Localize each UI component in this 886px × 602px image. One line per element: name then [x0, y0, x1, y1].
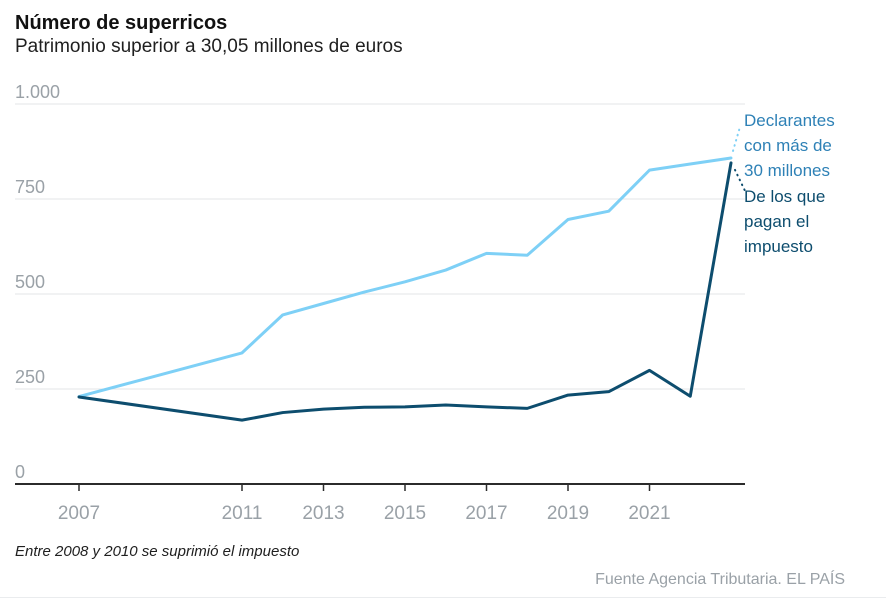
chart-source: Fuente Agencia Tributaria. EL PAÍS	[595, 571, 845, 588]
chart-footnote: Entre 2008 y 2010 se suprimió el impuest…	[15, 543, 300, 560]
series-label-impuesto: De los que pagan el impuesto	[744, 187, 826, 256]
x-tick-label: 2013	[302, 503, 344, 524]
series-line-impuesto	[77, 161, 733, 422]
x-tick-label: 2017	[465, 503, 507, 524]
leader-line-declarantes	[732, 125, 741, 152]
bottom-divider	[0, 597, 886, 598]
y-tick-label: 1.000	[15, 82, 60, 102]
x-tick-label: 2021	[628, 503, 670, 524]
x-tick-label: 2015	[384, 503, 426, 524]
series-line-declarantes	[77, 156, 733, 399]
page-subtitle: Patrimonio superior a 30,05 millones de …	[15, 36, 403, 57]
x-tick-label: 2007	[58, 503, 100, 524]
page-title: Número de superricos	[15, 12, 228, 34]
x-tick-label: 2019	[547, 503, 589, 524]
y-tick-label: 0	[15, 462, 25, 482]
leader-line-impuesto	[734, 168, 747, 194]
series-label-declarantes: Declarantes con más de 30 millones	[744, 111, 835, 180]
y-tick-label: 250	[15, 367, 45, 387]
y-tick-label: 750	[15, 177, 45, 197]
series-labels: Declarantes con más de 30 millones De lo…	[744, 108, 886, 259]
x-tick-label: 2011	[222, 503, 263, 524]
y-tick-label: 500	[15, 272, 45, 292]
